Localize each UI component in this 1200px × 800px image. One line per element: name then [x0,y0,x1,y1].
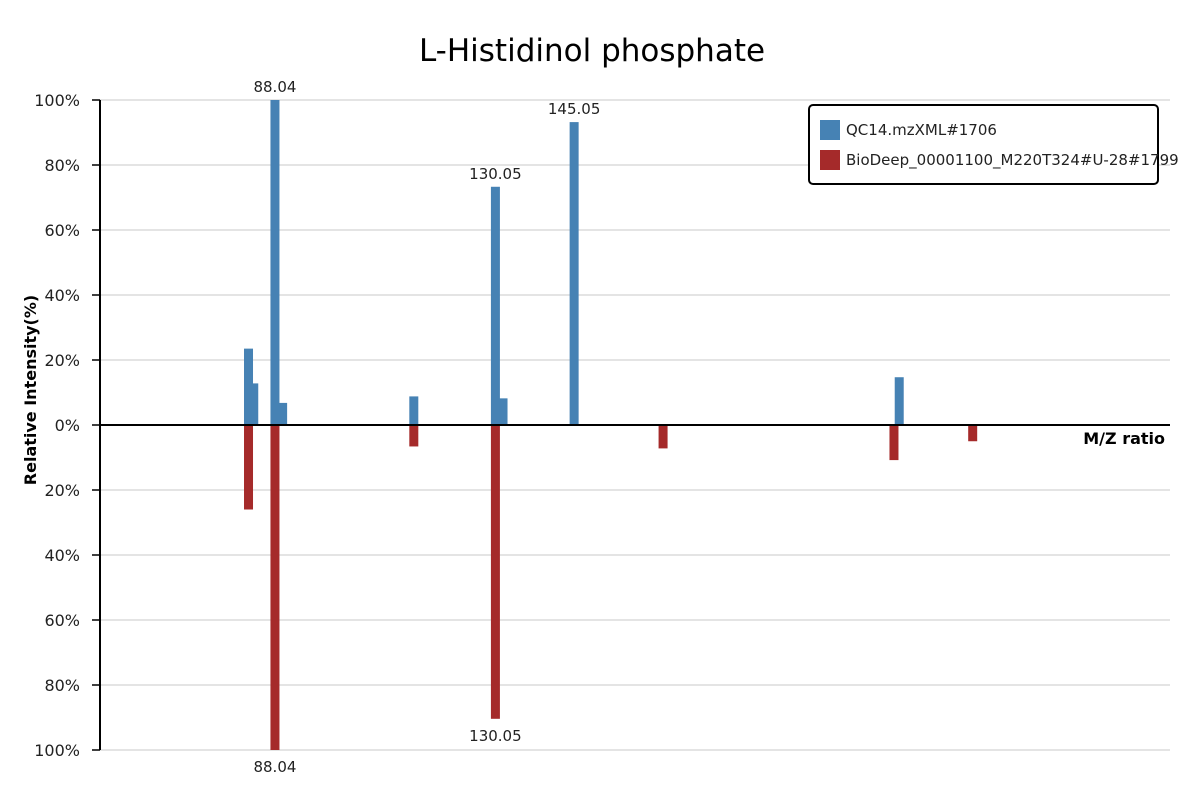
reference-peak-bar [490,425,500,719]
peak-label: 88.04 [253,78,296,96]
peak-label: 88.04 [253,758,296,776]
legend-label-qc14: QC14.mzXML#1706 [846,121,997,139]
legend-label-biodeep: BioDeep_00001100_M220T324#U-28#1799 [846,151,1179,170]
y-tick-label: 40% [44,286,80,305]
y-tick-label: 20% [44,481,80,500]
y-tick-label: 20% [44,351,80,370]
y-axis-label: Relative Intensity(%) [21,295,40,485]
peak-bars [244,100,978,750]
query-peak-bar [278,402,288,425]
y-tick-label: 60% [44,611,80,630]
legend-swatch-qc14 [820,120,840,140]
peak-label: 145.05 [548,100,601,118]
x-axis-label: M/Z ratio [1083,429,1165,448]
query-peak-bar [409,396,419,425]
chart-title: L-Histidinol phosphate [419,33,765,69]
y-axis-ticks: 100% 80% 60% 40% 20% 0% 20% 40% 60% 80% 100% [34,91,100,760]
y-tick-label: 80% [44,676,80,695]
reference-peak-bar [270,425,280,750]
query-peak-bar [244,348,254,425]
query-peak-bar [569,122,579,425]
reference-peak-bar [409,425,419,447]
legend: QC14.mzXML#1706 BioDeep_00001100_M220T32… [808,104,1179,185]
y-tick-label: 100% [34,741,80,760]
legend-swatch-biodeep [820,150,840,170]
y-tick-label: 40% [44,546,80,565]
legend-box [808,104,1159,185]
reference-peak-bar [658,425,668,449]
reference-peak-bar [889,425,899,461]
peak-labels: 88.04 130.05 145.05 88.04 130.05 [253,78,600,776]
query-peak-bar [894,377,904,425]
peak-label: 130.05 [469,727,522,745]
query-peak-bar [270,100,280,425]
y-tick-label: 0% [55,416,80,435]
query-peak-bar [498,398,508,425]
y-tick-label: 100% [34,91,80,110]
y-tick-label: 60% [44,221,80,240]
query-peak-bar [490,186,500,425]
query-peak-bar [249,383,259,425]
reference-peak-bar [968,425,978,442]
reference-peak-bar [244,425,254,510]
y-tick-label: 80% [44,156,80,175]
peak-label: 130.05 [469,165,522,183]
